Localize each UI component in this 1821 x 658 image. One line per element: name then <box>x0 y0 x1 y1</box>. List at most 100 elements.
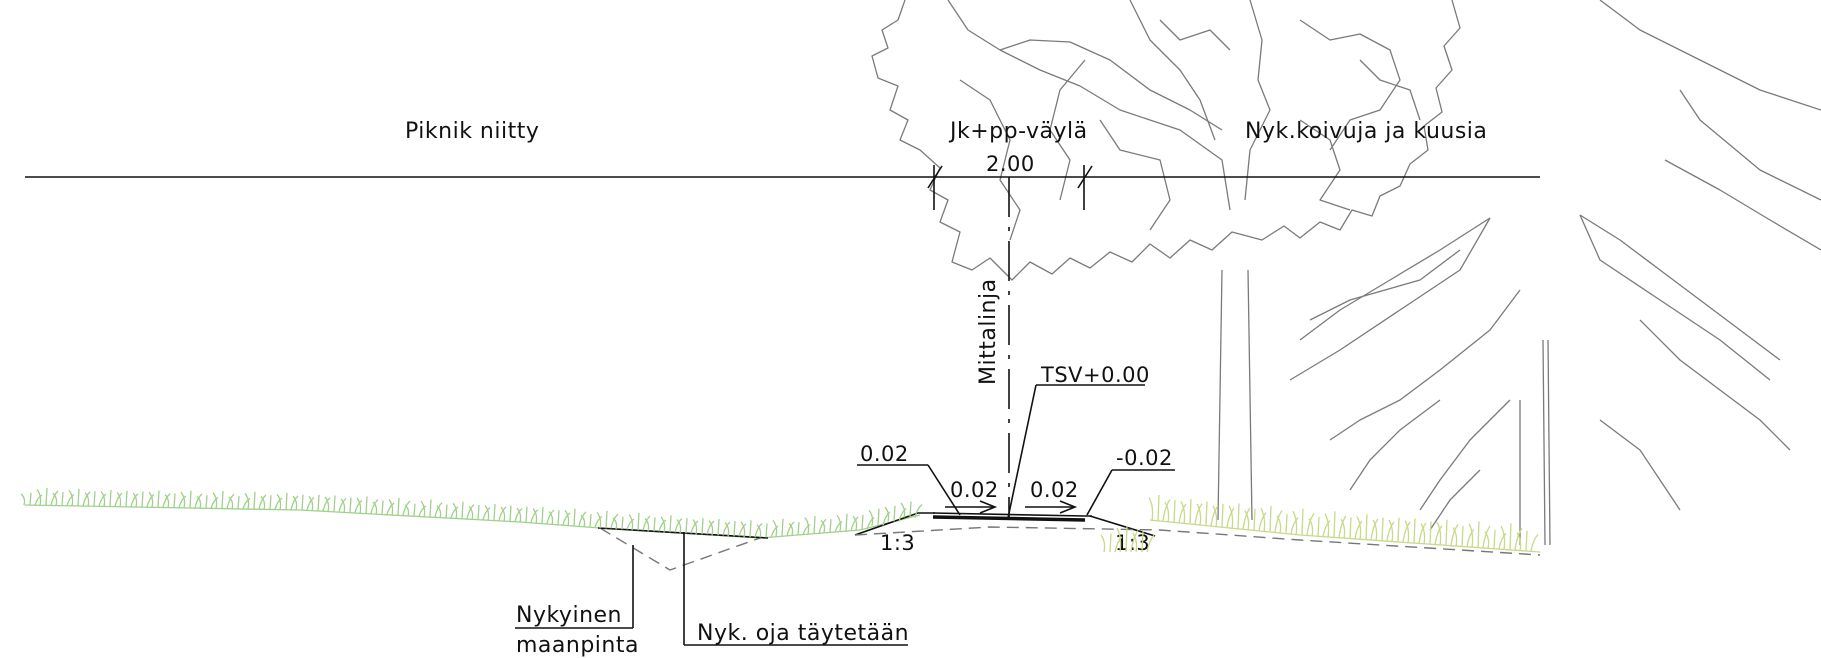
grass-tuft <box>308 494 331 512</box>
grass-tuft <box>580 513 603 528</box>
grass-tuft <box>724 521 747 537</box>
grass-tuft <box>660 515 683 533</box>
birch-tree-drawing <box>871 0 1461 521</box>
grass-tuft <box>1244 508 1267 531</box>
grass-tuft <box>116 490 139 507</box>
grass-tuft <box>564 508 587 527</box>
grass-tuft <box>1308 516 1331 537</box>
path-width-value: 2.00 <box>986 152 1035 176</box>
right-batter <box>1089 515 1156 537</box>
grass-tuft <box>340 497 363 513</box>
grass-tuft <box>404 503 427 517</box>
existing-ground-dashed <box>854 526 1541 556</box>
ground-callout: Nykyinen maanpinta <box>515 545 639 658</box>
grass-tuft <box>836 513 859 532</box>
grass-tuft <box>324 495 347 512</box>
batter-left-label: 1:3 <box>880 531 915 555</box>
grass-tuft <box>468 504 491 520</box>
grass-tuft <box>260 495 283 510</box>
grass-tuft <box>1292 508 1315 536</box>
grass-tuft <box>1132 531 1155 553</box>
grass-tuft <box>820 519 843 533</box>
grass-tuft <box>84 491 107 507</box>
left-batter <box>854 512 935 536</box>
grass-tuft <box>372 500 395 515</box>
grass-tuft <box>292 494 315 511</box>
grass-tuft <box>868 508 891 526</box>
grass-tuft <box>148 490 171 508</box>
grass-tuft <box>212 490 235 509</box>
grass-tuft <box>884 505 907 522</box>
grass-tuft <box>36 487 59 506</box>
grass-tuft <box>644 517 667 532</box>
grass-tuft <box>692 518 715 535</box>
grass-tuft <box>1180 499 1203 525</box>
grass-tuft <box>612 516 635 530</box>
ditch-callout-label: Nyk. oja täytetään <box>697 621 909 646</box>
slope-left-inner: 0.02 <box>945 478 999 514</box>
grass-tuft <box>1324 511 1347 538</box>
grass-tuft <box>900 501 923 518</box>
slope-arrow-left-head <box>979 500 998 514</box>
ground-callout-line1: Nykyinen <box>516 603 622 628</box>
grass-tuft <box>1420 521 1443 545</box>
grass-tuft <box>1436 519 1459 546</box>
grass-tuft <box>708 519 731 536</box>
grass-tuft <box>1100 533 1123 553</box>
grass-tufts-right <box>1100 494 1539 553</box>
grass-tuft <box>1260 505 1283 533</box>
grass-tuft <box>1388 517 1411 543</box>
grass-tuft <box>1404 518 1427 544</box>
grass-tuft <box>1516 530 1539 552</box>
slope-right-outer: -0.02 <box>1086 446 1175 516</box>
grass-tufts-left <box>20 487 923 538</box>
existing-ditch-dashed <box>599 527 761 571</box>
grass-tuft <box>548 510 571 526</box>
grass-tuft <box>1452 525 1475 547</box>
tsv-label: TSV+0.00 <box>1040 363 1150 387</box>
ditch-callout: Nyk. oja täytetään <box>683 532 909 646</box>
path-surface <box>932 515 1086 522</box>
grass-tuft <box>100 489 123 507</box>
slope-left-inner-value: 0.02 <box>950 478 999 502</box>
grass-tuft <box>452 501 475 519</box>
grass-tuft <box>1228 503 1251 529</box>
grass-tuft <box>740 520 763 538</box>
grass-tuft <box>484 503 507 521</box>
grass-tuft <box>244 491 267 510</box>
grass-tuft <box>68 488 91 507</box>
grass-tuft <box>196 495 219 509</box>
grass-tuft <box>388 497 411 516</box>
grass-tuft <box>1340 517 1363 539</box>
slope-left-outer: 0.02 <box>857 442 961 516</box>
slope-arrow-right-head <box>1059 500 1078 514</box>
grass-tuft <box>132 491 155 508</box>
grass-tuft <box>1116 525 1139 553</box>
grass-tuft <box>180 490 203 509</box>
grass-tuft <box>420 499 443 518</box>
grass-tuft <box>1468 521 1491 548</box>
centerline-label: Mittalinja <box>976 278 1001 385</box>
grass-tuft <box>1148 494 1171 521</box>
left-area-label: Piknik niitty <box>405 119 539 144</box>
grass-tuft <box>1276 513 1299 534</box>
path-top <box>932 512 1092 517</box>
right-area-label: Nyk.koivuja ja kuusia <box>1245 119 1487 144</box>
grass-tuft <box>788 522 811 536</box>
grass-tuft <box>1212 503 1235 528</box>
grass-tuft <box>356 496 379 514</box>
path-width-dimension: 2.00 <box>927 152 1093 210</box>
path-label: Jk+pp-väylä <box>948 119 1088 144</box>
slope-left-outer-value: 0.02 <box>860 442 909 466</box>
grass-tuft <box>804 516 827 534</box>
grass-tuft <box>1196 501 1219 526</box>
grass-tuft <box>1356 514 1379 540</box>
ground-callout-line2: maanpinta <box>516 633 639 658</box>
grass-tuft <box>500 505 523 522</box>
grass-tuft <box>52 491 75 506</box>
tsv-callout: TSV+0.00 <box>1007 363 1150 519</box>
grass-tuft <box>20 492 43 506</box>
grass-tuft <box>596 510 619 529</box>
grass-tuft <box>516 506 539 523</box>
